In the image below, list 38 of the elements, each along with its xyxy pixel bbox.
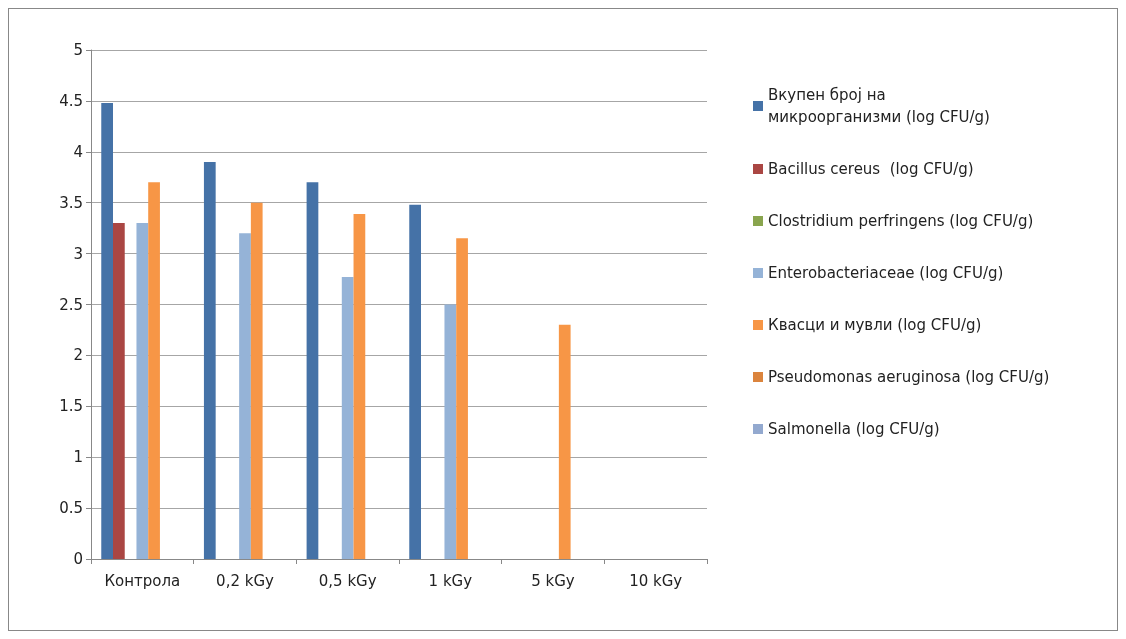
y-tick-label: 2.5 <box>59 295 83 314</box>
bar <box>444 304 457 559</box>
legend-label: Enterobacteriaceae (log CFU/g) <box>768 264 1004 282</box>
bar <box>148 182 160 559</box>
bar <box>353 213 366 559</box>
bar <box>136 223 149 559</box>
y-tick-label: 5 <box>73 41 83 59</box>
x-tick-label: 1 kGy <box>428 571 473 590</box>
bar <box>113 223 125 559</box>
y-tick-label: 3.5 <box>59 193 83 212</box>
legend-label: Clostridium perfringens (log CFU/g) <box>768 212 1034 230</box>
bar <box>456 238 468 559</box>
y-tick-label: 0 <box>73 550 83 568</box>
legend-label: Salmonella (log CFU/g) <box>768 420 940 438</box>
legend-label: Квасци и мувли (log CFU/g) <box>768 316 982 334</box>
bar <box>558 324 571 559</box>
bar <box>341 277 354 559</box>
bar <box>101 102 113 559</box>
bar <box>409 204 421 559</box>
y-tick-label: 4 <box>73 142 83 161</box>
y-tick-label: 4.5 <box>59 91 83 110</box>
bar <box>203 161 216 559</box>
legend-label: Bacillus cereus (log CFU/g) <box>768 160 974 178</box>
x-tick-label: 0,5 kGy <box>318 571 377 590</box>
x-tick-label: 0,2 kGy <box>216 571 275 590</box>
y-tick-label: 3 <box>73 244 83 263</box>
bar <box>239 233 251 559</box>
y-tick-label: 1 <box>73 448 83 467</box>
y-tick-label: 0.5 <box>59 499 83 518</box>
legend-label: Вкупен број на микроорганизми (log CFU/g) <box>768 86 990 126</box>
x-tick-label: Контрола <box>104 571 181 590</box>
y-tick-label: 2 <box>73 346 83 365</box>
x-tick-label: 5 kGy <box>531 571 575 590</box>
y-tick-label: 1.5 <box>59 397 83 416</box>
bar <box>306 182 319 559</box>
x-tick-label: 10 kGy <box>629 571 683 590</box>
bar <box>250 202 263 559</box>
legend-label: Pseudomonas aeruginosa (log CFU/g) <box>768 368 1050 386</box>
